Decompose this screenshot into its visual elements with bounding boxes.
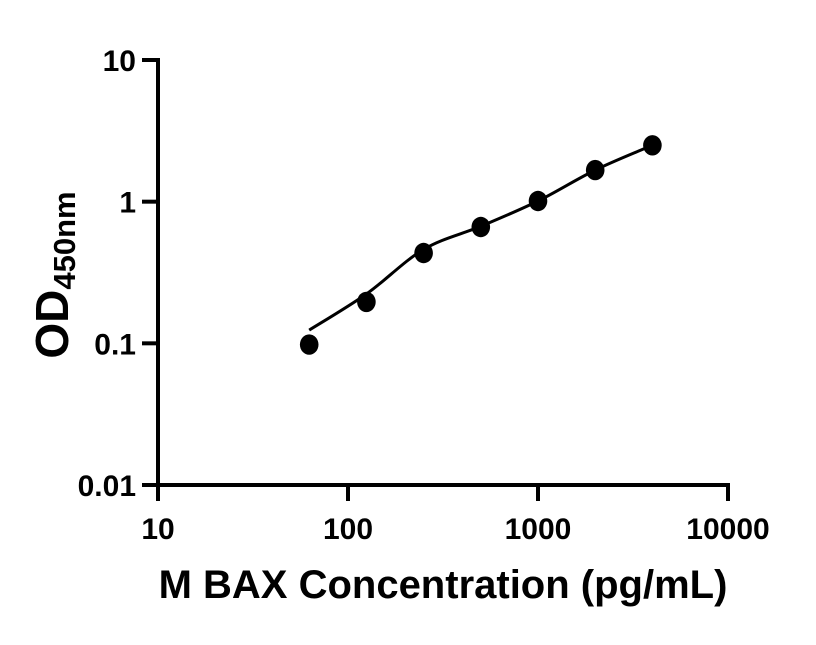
y-tick-label: 1 (119, 187, 136, 220)
x-tick-label: 10000 (686, 513, 769, 546)
y-tick-label: 0.1 (94, 328, 136, 361)
x-tick-label: 10 (141, 513, 174, 546)
data-point-marker (299, 334, 319, 355)
y-tick-label: 0.01 (78, 470, 136, 503)
data-point-marker (414, 242, 433, 264)
x-tick-label: 1000 (505, 513, 572, 546)
y-axis-title: OD450nm (26, 191, 82, 358)
data-point-marker (643, 135, 662, 156)
data-point-marker (471, 216, 491, 238)
data-point-marker (528, 190, 548, 212)
y-axis-title-subscript: 450nm (47, 191, 82, 289)
data-point-marker (357, 291, 376, 313)
ticks (142, 58, 730, 501)
data-point-marker (585, 159, 605, 181)
y-axis-title-main: OD (26, 290, 78, 359)
x-tick-label: 100 (323, 513, 373, 546)
x-axis-title: M BAX Concentration (pg/mL) (159, 563, 728, 607)
y-tick-label: 10 (103, 45, 136, 78)
tick-labels: 10 100 1000 10000 10 1 0.1 0.01 (78, 45, 770, 546)
plot-area (299, 135, 662, 355)
axes (156, 58, 730, 487)
